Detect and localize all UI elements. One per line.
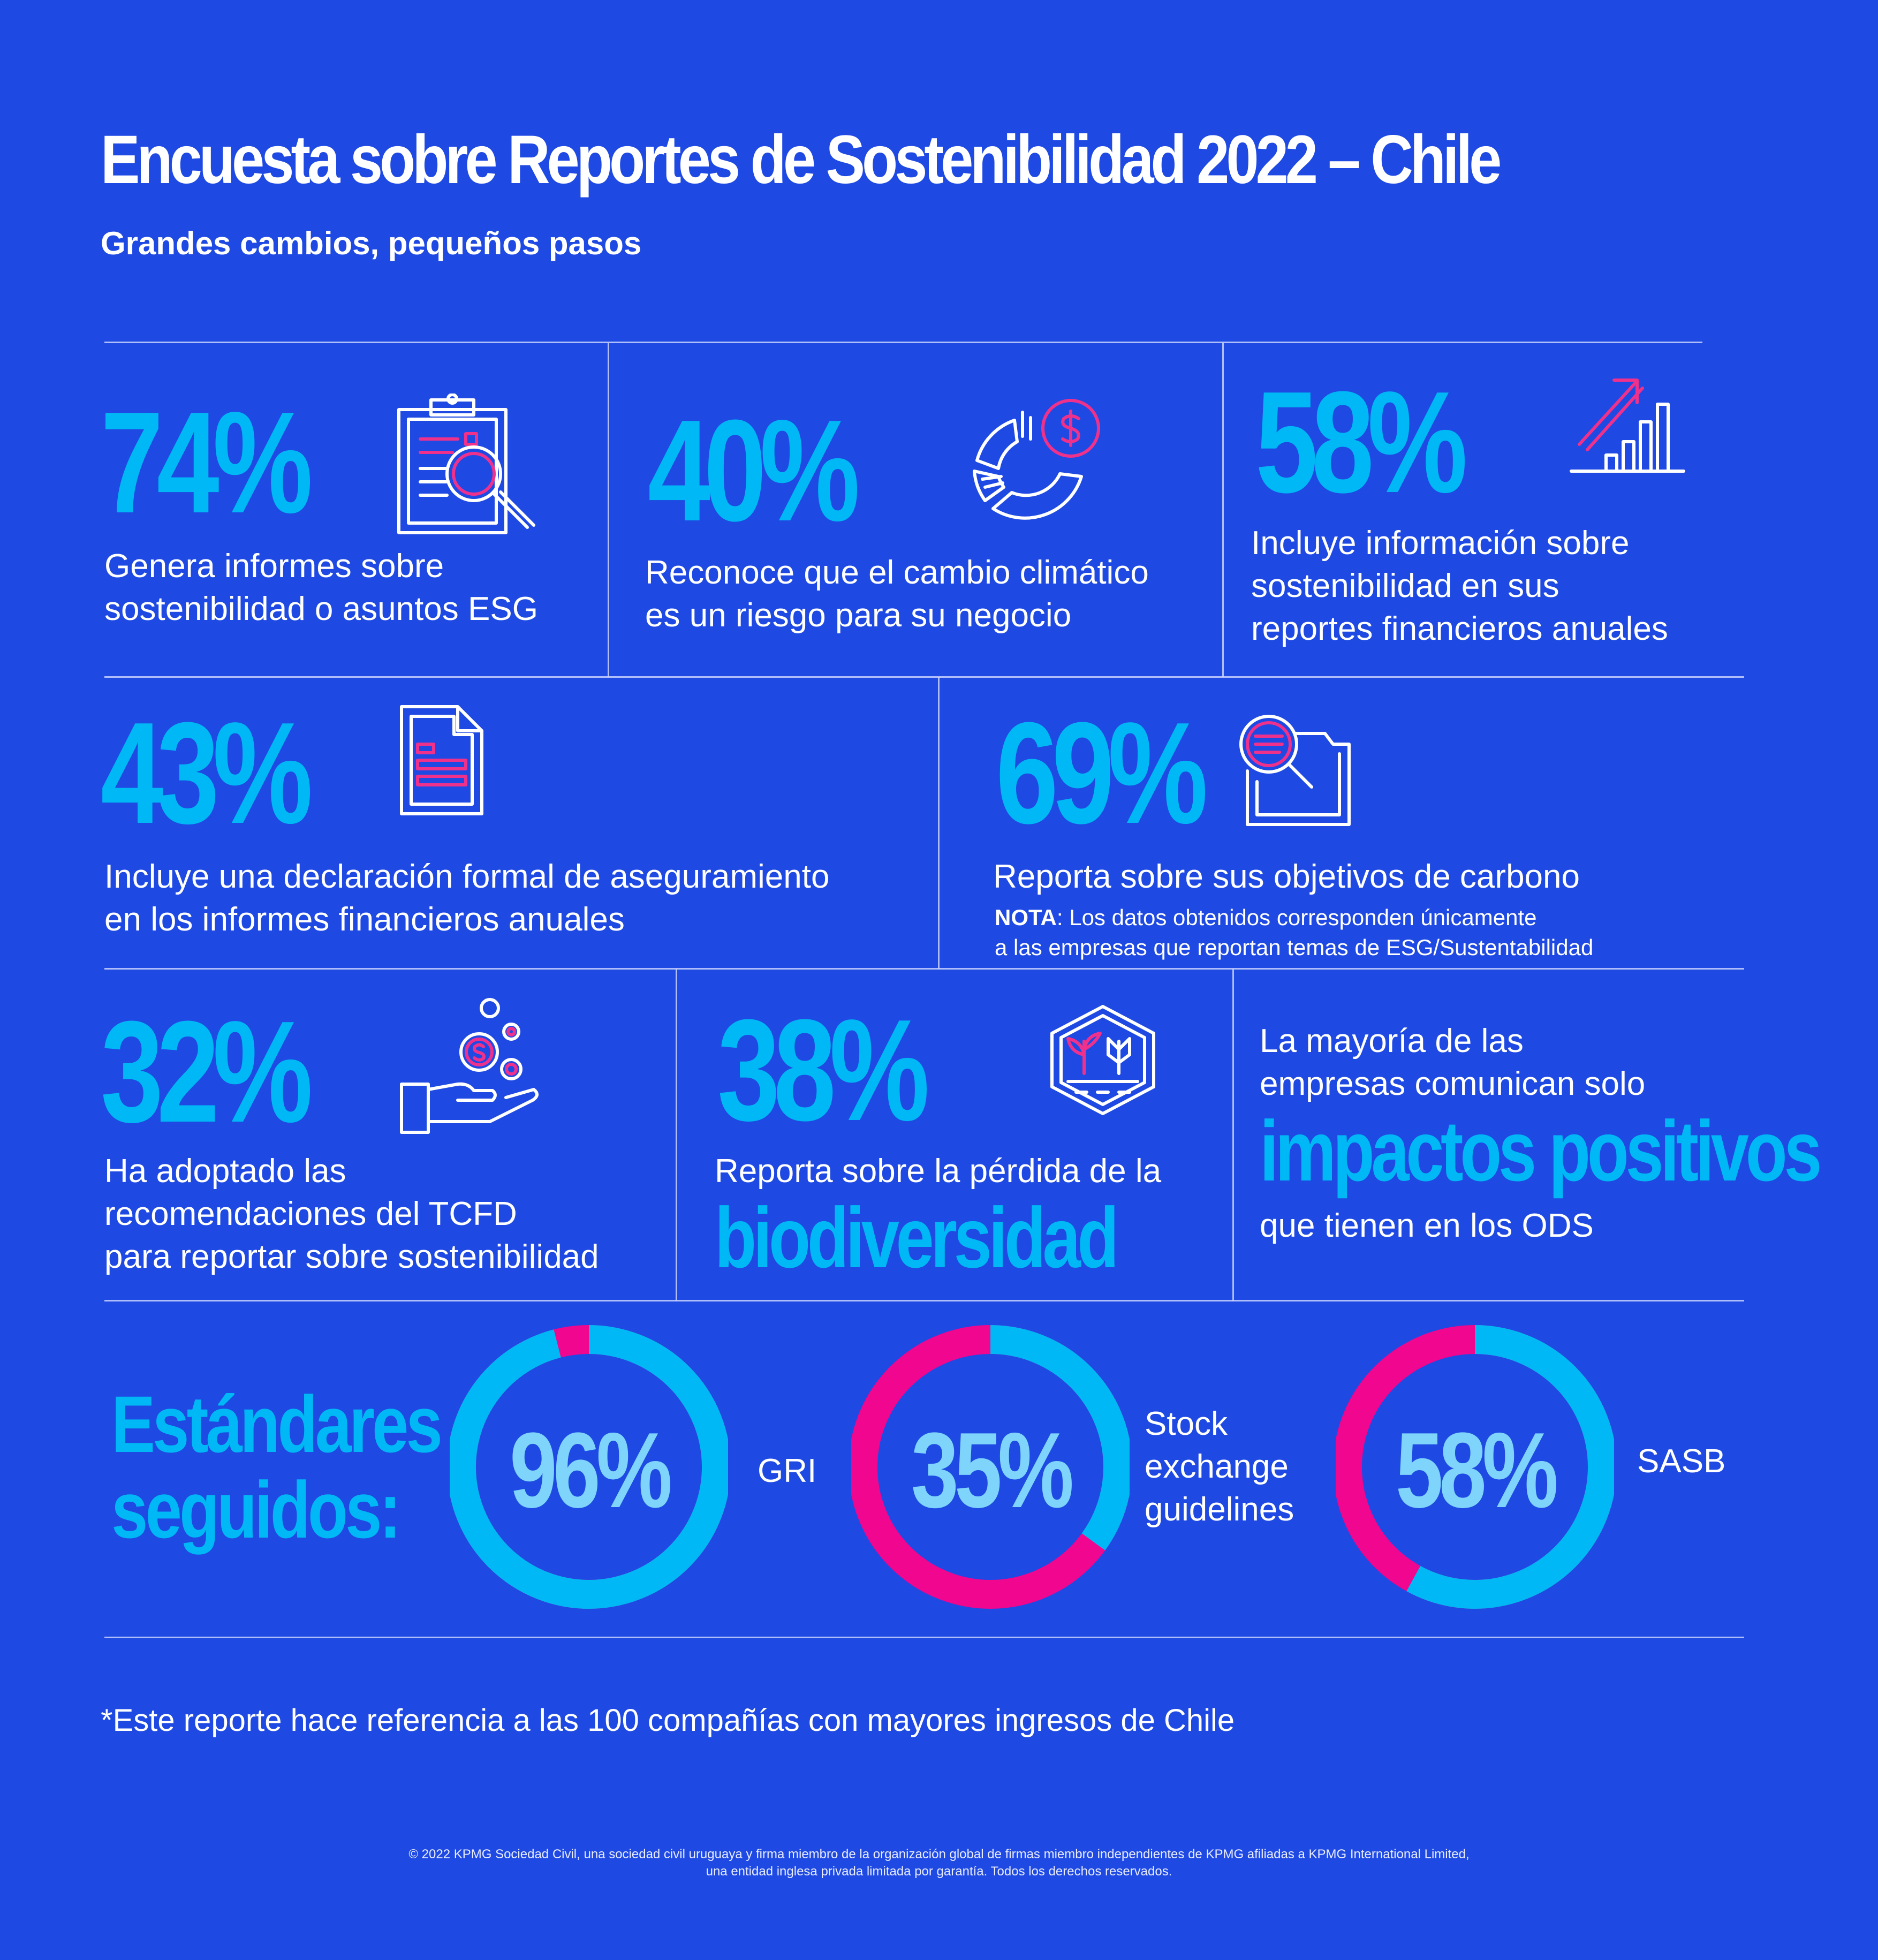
folder-search-icon [1239,715,1351,826]
stat-description: Ha adoptado las recomendaciones del TCFD… [104,1153,599,1275]
donut-gri [447,1325,731,1609]
legal-notice: © 2022 KPMG Sociedad Civil, una sociedad… [408,1847,1470,1879]
divider [1232,969,1234,1301]
divider [676,969,677,1301]
stat-description: La mayoría de las empresas comunican sol… [1260,1023,1646,1102]
page-title: Encuesta sobre Reportes de Sostenibilida… [101,122,1502,198]
divider [104,342,1702,343]
note-label: NOTA [995,905,1057,930]
standard-label: SASB [1637,1443,1726,1480]
stat-value: 58% [1255,362,1468,523]
stat-description: Incluye una declaración formal de asegur… [104,858,830,938]
standard-label: GRI [758,1452,817,1489]
stat-description: Incluye información sobre sostenibilidad… [1251,525,1668,647]
pie-dollar-icon [973,399,1100,520]
donut-value-arc [1333,1325,1617,1609]
donut-sasb [1333,1325,1617,1609]
stat-description: que tienen en los ODS [1260,1207,1594,1244]
clipboard-search-icon [397,393,535,534]
document-icon [400,705,483,815]
hand-coins-icon [400,998,539,1134]
stat-description: Reconoce que el cambio climático es un r… [645,554,1149,634]
donut-value-arc [849,1325,1132,1609]
divider [104,1300,1744,1301]
stat-value: 43% [101,693,313,854]
donut-chart-stock-exchange: 35% [849,1325,1132,1609]
divider [938,677,940,969]
plant-hexagon-icon [1050,1005,1155,1115]
donut-chart-sasb: 58% [1333,1325,1617,1609]
stat-value: 32% [101,992,313,1153]
divider [1222,343,1224,677]
donut-chart-gri: 96% [447,1325,731,1609]
stat-value: 74% [101,382,313,543]
page-subtitle: Grandes cambios, pequeños pasos [101,225,642,261]
donut-value: 96% [509,1411,672,1530]
divider [104,1637,1744,1638]
stat-description: Reporta sobre sus objetivos de carbono [993,858,1580,895]
donut-stock-exchange [849,1325,1132,1609]
stat-description: Reporta sobre la pérdida de la [715,1153,1162,1190]
donut-value: 58% [1395,1411,1558,1530]
standard-label: Stock exchange guidelines [1145,1405,1294,1528]
divider [104,676,1744,678]
stat-value: 38% [717,990,930,1151]
standards-title: Estándares seguidos: [111,1379,443,1555]
footnote: *Este reporte hace referencia a las 100 … [101,1703,1235,1738]
divider [104,968,1744,970]
stat-highlight: biodiversidad [715,1190,1119,1285]
divider [608,343,609,677]
donut-value: 35% [911,1411,1074,1530]
growth-chart-icon [1570,379,1685,473]
donut-value-arc [447,1325,731,1609]
stat-description: Genera informes sobre sostenibilidad o a… [104,548,538,627]
stat-highlight: impactos positivos [1260,1103,1822,1199]
stat-note: NOTA: Los datos obtenidos corresponden ú… [995,905,1594,960]
stat-value: 40% [648,390,860,551]
stat-value: 69% [996,693,1208,854]
